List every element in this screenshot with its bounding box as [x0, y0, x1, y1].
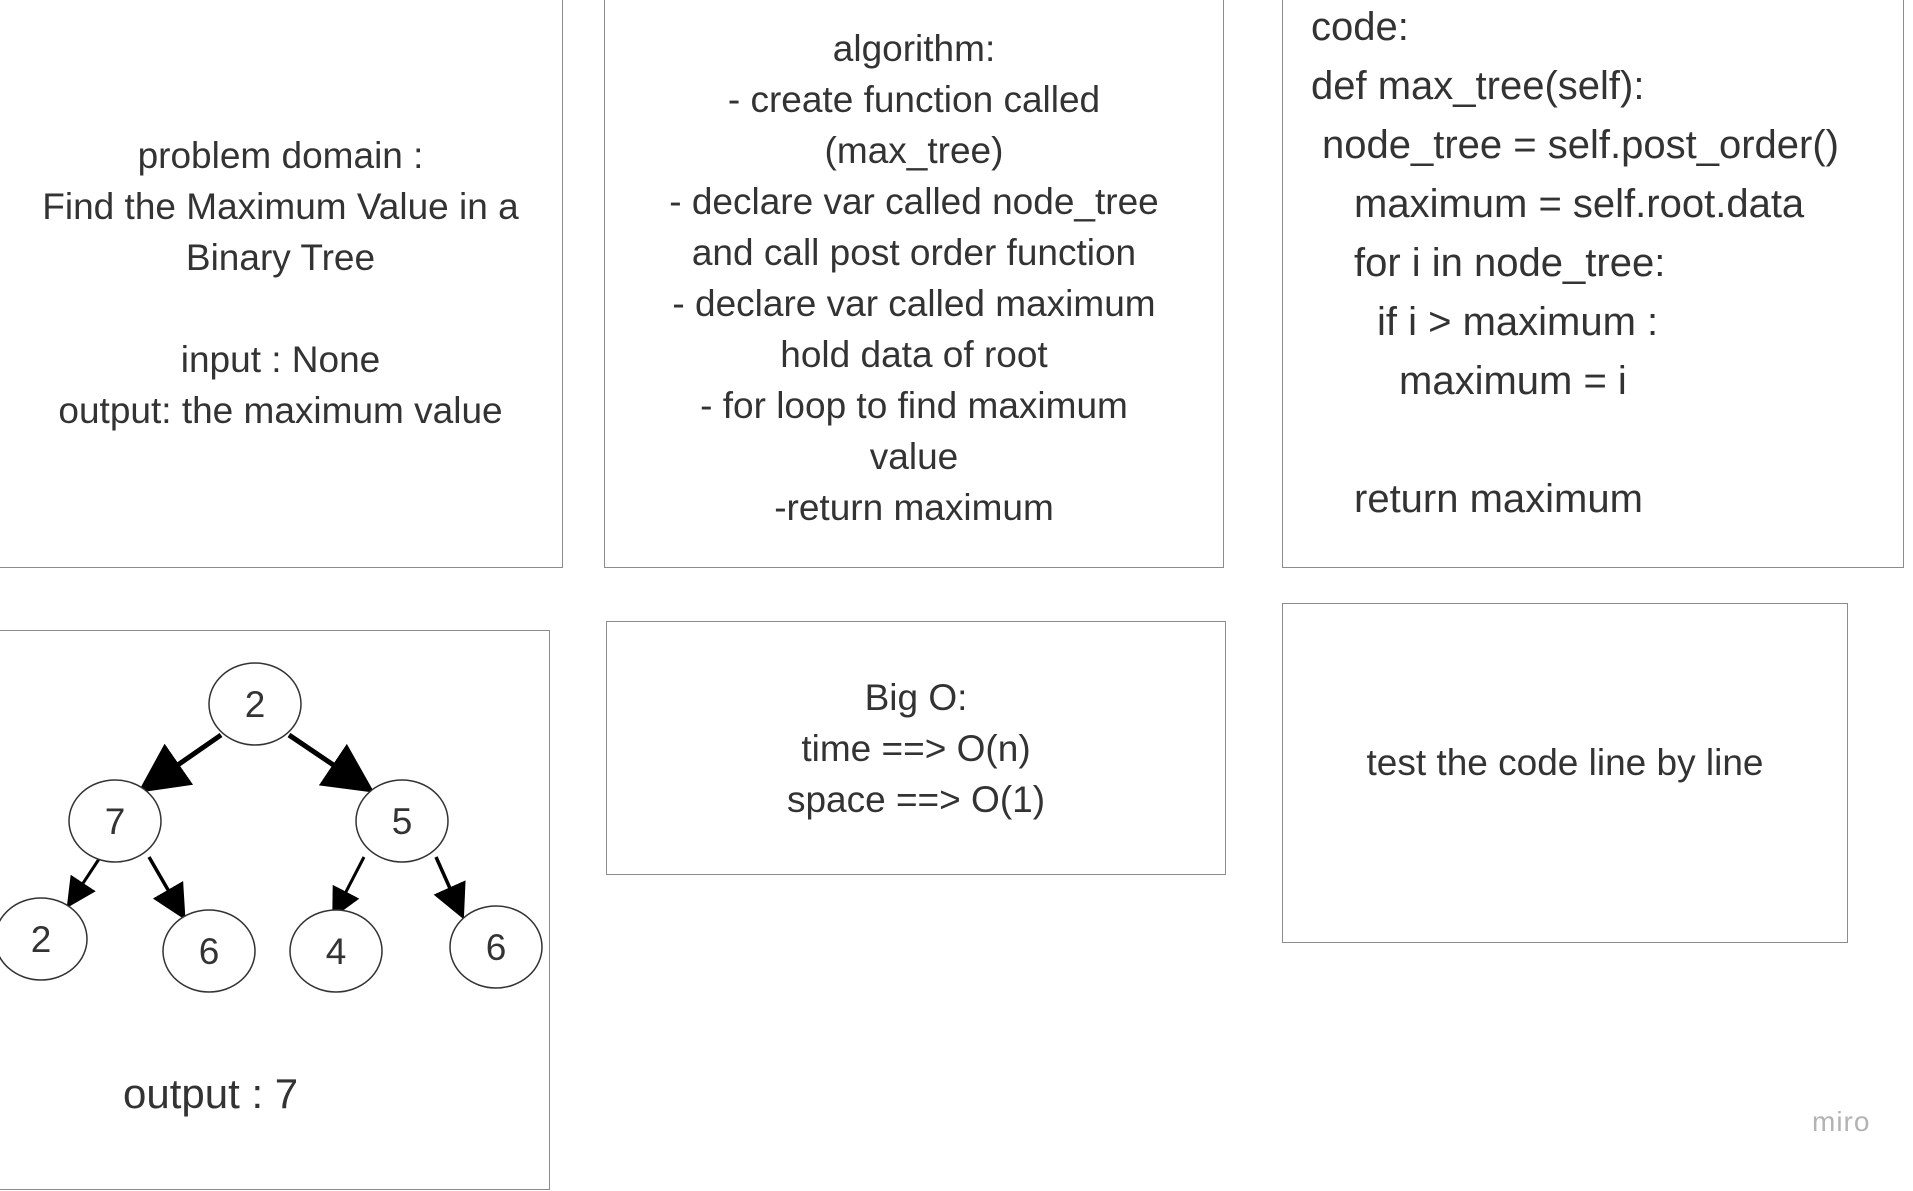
algorithm-title: algorithm: — [832, 28, 996, 69]
node-label: 4 — [326, 931, 347, 972]
code-line: def max_tree(self): — [1311, 64, 1645, 108]
code-line: return maximum — [1354, 477, 1643, 521]
edge-right-rightleaf — [433, 856, 466, 920]
algorithm-step: - declare var called node_tree — [669, 181, 1159, 222]
edge-left-rightleaf — [147, 856, 186, 921]
node-label: 2 — [245, 684, 266, 725]
code-title: code: — [1311, 5, 1409, 49]
tree-example-card[interactable]: 2 7 5 2 6 4 6 output : 7 — [0, 630, 550, 1190]
algorithm-step: hold data of root — [780, 334, 1048, 375]
code-line: node_tree = self.post_order() — [1322, 123, 1839, 167]
edge-root-left — [137, 732, 223, 793]
algorithm-step: - for loop to find maximum — [700, 385, 1128, 426]
tree-node-right: 5 — [355, 779, 449, 863]
tree-node-root: 2 — [208, 662, 302, 746]
tree-node-leaf-3: 4 — [289, 909, 383, 993]
problem-domain-line: Find the Maximum Value in a — [42, 186, 519, 227]
problem-domain-line: Binary Tree — [185, 237, 376, 278]
node-label: 6 — [199, 931, 220, 972]
big-o-time: time ==> O(n) — [801, 727, 1031, 769]
code-line: maximum = i — [1399, 359, 1627, 403]
algorithm-card[interactable]: algorithm: - create function called (max… — [604, 0, 1224, 568]
node-label: 6 — [486, 927, 507, 968]
tree-node-leaf-2: 6 — [162, 909, 256, 993]
edge-root-right — [287, 732, 375, 793]
code-line: maximum = self.root.data — [1354, 182, 1805, 226]
test-text: test the code line by line — [1366, 741, 1764, 783]
code-card[interactable]: code: def max_tree(self): node_tree = se… — [1282, 0, 1904, 568]
tree-output-text: output : 7 — [123, 1070, 299, 1117]
algorithm-step: - declare var called maximum — [672, 283, 1156, 324]
edge-right-leftleaf — [332, 856, 366, 919]
problem-domain-title: problem domain : — [137, 135, 424, 176]
algorithm-step: and call post order function — [691, 232, 1137, 273]
node-label: 5 — [392, 801, 413, 842]
node-label: 7 — [105, 801, 126, 842]
algorithm-step: -return maximum — [774, 487, 1054, 528]
big-o-space: space ==> O(1) — [786, 778, 1046, 820]
binary-tree-diagram: 2 7 5 2 6 4 6 — [0, 662, 543, 993]
problem-output-text: output: the maximum value — [58, 390, 503, 431]
problem-input-text: input : None — [180, 339, 381, 380]
code-line: if i > maximum : — [1377, 300, 1659, 344]
big-o-card[interactable]: Big O: time ==> O(n) space ==> O(1) — [606, 621, 1226, 875]
miro-watermark: miro — [1812, 1106, 1871, 1137]
algorithm-step: value — [869, 436, 959, 477]
code-line: for i in node_tree: — [1354, 241, 1666, 285]
tree-node-leaf-4: 6 — [449, 905, 543, 989]
algorithm-step: - create function called — [727, 79, 1101, 120]
edge-left-leftleaf — [66, 858, 101, 909]
test-card[interactable]: test the code line by line — [1282, 603, 1848, 943]
tree-node-leaf-1: 2 — [0, 897, 88, 981]
tree-node-left: 7 — [68, 779, 162, 863]
problem-domain-card[interactable]: problem domain : Find the Maximum Value … — [0, 0, 563, 568]
big-o-title: Big O: — [864, 676, 968, 718]
algorithm-step: (max_tree) — [824, 130, 1004, 171]
node-label: 2 — [31, 919, 52, 960]
